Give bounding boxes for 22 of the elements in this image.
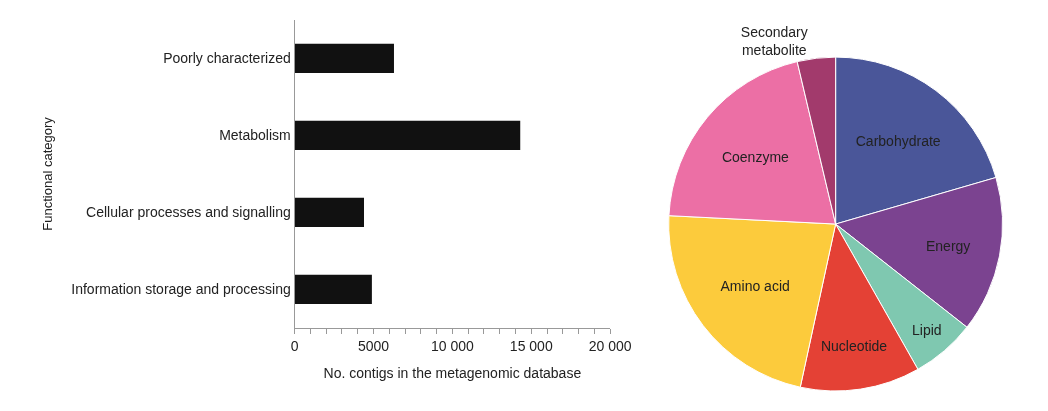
x-tick-label: 5000 xyxy=(357,337,390,354)
slice-label: Nucleotide xyxy=(820,337,888,354)
bar xyxy=(294,43,394,74)
slice-label: Secondary metabolite xyxy=(740,24,808,59)
slice-label: Lipid xyxy=(912,322,942,339)
x-tick-label: 10 000 xyxy=(430,337,474,354)
x-tick-label: 0 xyxy=(290,337,299,354)
x-tick-label: 20 000 xyxy=(588,337,632,354)
x-axis-title: No. contigs in the metagenomic database xyxy=(323,365,582,382)
y-tick-label: Poorly characterized xyxy=(163,50,291,67)
y-axis-title: Functional category xyxy=(40,116,56,231)
y-tick-label: Metabolism xyxy=(219,127,291,144)
bar xyxy=(294,197,364,228)
bar xyxy=(294,120,521,151)
bar xyxy=(294,274,372,305)
slice-label: Carbohydrate xyxy=(855,132,941,149)
y-tick-label: Information storage and processing xyxy=(71,281,291,298)
slice-label: Coenzyme xyxy=(721,149,790,166)
y-tick-label: Cellular processes and signalling xyxy=(86,204,291,221)
x-tick-label: 15 000 xyxy=(509,337,553,354)
slice-label: Energy xyxy=(925,237,971,254)
slice-label: Amino acid xyxy=(720,277,790,294)
